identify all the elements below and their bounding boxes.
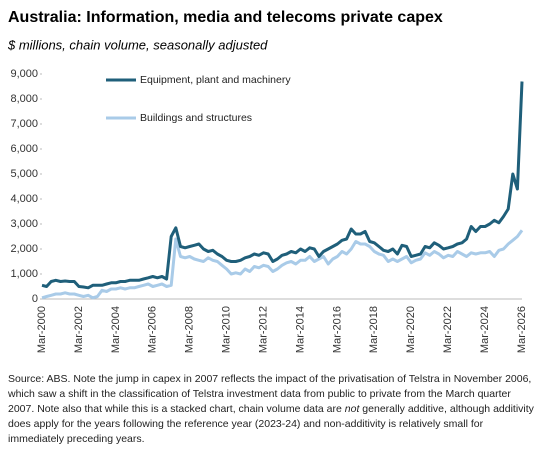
note-emphasis: not	[344, 403, 360, 415]
y-tick-label: 0	[32, 293, 38, 305]
x-tick-label: Mar-2000	[36, 306, 48, 353]
y-tick-label: 3,000	[10, 218, 38, 230]
x-tick-label: Mar-2022	[442, 306, 454, 353]
x-tick-label: Mar-2002	[73, 306, 85, 353]
y-tick-label: 7,000	[10, 118, 38, 130]
x-tick-label: Mar-2020	[405, 306, 417, 353]
x-tick-label: Mar-2004	[110, 306, 122, 353]
x-tick-label: Mar-2006	[147, 306, 159, 353]
x-tick-label: Mar-2016	[331, 306, 343, 353]
legend-label: Buildings and structures	[140, 112, 252, 124]
chart-title: Australia: Information, media and teleco…	[8, 9, 443, 26]
y-tick-label: 6,000	[10, 143, 38, 155]
chart: Australia: Information, media and teleco…	[7, 9, 528, 353]
y-tick-label: 8,000	[10, 93, 38, 105]
y-tick-label: 4,000	[10, 193, 38, 205]
x-tick-label: Mar-2010	[221, 306, 233, 353]
x-tick-label: Mar-2024	[479, 306, 491, 353]
y-tick-label: 5,000	[10, 168, 38, 180]
y-tick-label: 1,000	[10, 268, 38, 280]
x-tick-label: Mar-2008	[184, 306, 196, 353]
chart-subtitle: $ millions, chain volume, seasonally adj…	[7, 37, 268, 52]
x-tick-label: Mar-2026	[516, 306, 528, 353]
legend-label: Equipment, plant and machinery	[140, 74, 291, 86]
note-text: Source: ABS. Note the jump in capex in 2…	[8, 373, 532, 415]
y-tick-label: 9,000	[10, 68, 38, 80]
series-line	[41, 81, 524, 290]
x-tick-label: Mar-2012	[257, 306, 269, 353]
y-tick-label: 2,000	[10, 243, 38, 255]
x-tick-label: Mar-2014	[294, 306, 306, 353]
note-text: generally additive, although additivity …	[8, 403, 534, 445]
x-tick-label: Mar-2018	[368, 306, 380, 353]
note: Source: ABS. Note the jump in capex in 2…	[8, 372, 540, 447]
series-line	[41, 229, 524, 300]
